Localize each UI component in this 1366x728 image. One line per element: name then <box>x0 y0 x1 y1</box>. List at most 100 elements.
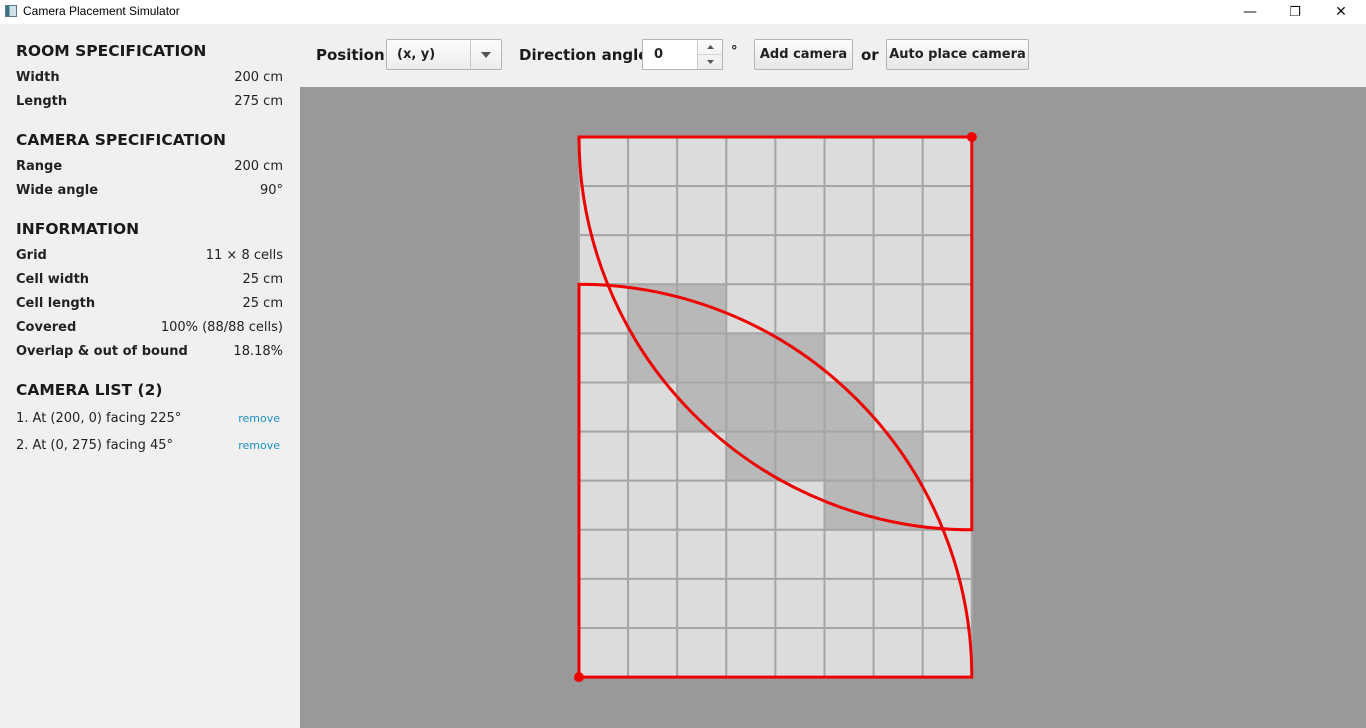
direction-angle-label: Direction angle <box>519 46 649 64</box>
add-camera-button[interactable]: Add camera <box>754 39 853 70</box>
camera-wide-angle-row: Wide angle 90° <box>16 183 283 201</box>
direction-angle-spinner[interactable]: 0 <box>642 39 723 70</box>
grid-cell <box>627 381 679 433</box>
overlap-cell <box>676 332 728 384</box>
grid-cell <box>921 528 973 580</box>
remove-camera-1-link[interactable]: remove <box>238 412 280 425</box>
or-label: or <box>861 46 879 64</box>
camera-list-item: 2. At (0, 275) facing 45° remove <box>16 438 280 453</box>
grid-cell <box>627 185 679 237</box>
grid-cell <box>627 430 679 482</box>
position-select[interactable]: (x, y) <box>386 39 502 70</box>
title-bar: Camera Placement Simulator — ❐ ✕ <box>0 0 1366 24</box>
cell-length-label: Cell length <box>16 296 96 311</box>
room-length-label: Length <box>16 94 68 109</box>
grid-cell <box>578 283 630 335</box>
grid-cell <box>774 283 826 335</box>
grid-cell <box>921 185 973 237</box>
grid-cell <box>774 479 826 531</box>
room-spec-title: ROOM SPECIFICATION <box>16 42 207 60</box>
grid-cell <box>921 136 973 188</box>
camera-range-value: 200 cm <box>234 159 283 174</box>
grid-cell <box>578 577 630 629</box>
overlap-cell <box>823 430 875 482</box>
grid-cell <box>774 577 826 629</box>
information-title: INFORMATION <box>16 220 140 238</box>
cell-length-row: Cell length 25 cm <box>16 296 283 314</box>
grid-cell <box>627 627 679 679</box>
direction-angle-value: 0 <box>654 47 664 62</box>
covered-row: Covered 100% (88/88 cells) <box>16 320 283 338</box>
camera-list-title: CAMERA LIST (2) <box>16 381 163 399</box>
grid-cell <box>872 627 924 679</box>
grid-cell <box>774 136 826 188</box>
room-width-label: Width <box>16 70 60 85</box>
grid-cell <box>725 234 777 286</box>
camera-2-marker <box>574 672 584 683</box>
overlap-value: 18.18% <box>233 344 283 359</box>
camera-spec-title: CAMERA SPECIFICATION <box>16 131 226 149</box>
grid-cell <box>921 381 973 433</box>
grid-cell <box>725 577 777 629</box>
grid-cell <box>872 528 924 580</box>
cell-length-value: 25 cm <box>242 296 284 311</box>
grid-cell <box>627 528 679 580</box>
grid-cell <box>872 185 924 237</box>
toolbar: Position (x, y) Direction angle 0 ° Add … <box>300 24 1366 87</box>
camera-2-coverage <box>577 282 974 679</box>
grid-cell <box>823 577 875 629</box>
room-width-value: 200 cm <box>234 70 283 85</box>
grid-cell <box>676 528 728 580</box>
covered-label: Covered <box>16 320 77 335</box>
grid-cell <box>725 528 777 580</box>
grid-cell <box>774 185 826 237</box>
camera-list-item: 1. At (200, 0) facing 225° remove <box>16 411 280 426</box>
simulation-canvas[interactable] <box>300 87 1366 728</box>
grid-row: Grid 11 × 8 cells <box>16 248 283 266</box>
grid-cell <box>872 577 924 629</box>
cell-width-row: Cell width 25 cm <box>16 272 283 290</box>
camera-item-text: 2. At (0, 275) facing 45° <box>16 438 174 453</box>
grid-cell <box>823 627 875 679</box>
grid-cell <box>823 283 875 335</box>
minimize-icon[interactable]: — <box>1243 4 1257 20</box>
room-length-value: 275 cm <box>234 94 283 109</box>
sidebar: ROOM SPECIFICATION Width 200 cm Length 2… <box>0 24 300 728</box>
grid-cell <box>823 528 875 580</box>
grid-cell <box>725 479 777 531</box>
spinner-up-icon[interactable] <box>698 40 722 55</box>
camera-range-label: Range <box>16 159 63 174</box>
grid-cell <box>725 136 777 188</box>
camera-wide-angle-value: 90° <box>259 183 283 198</box>
grid-cell <box>676 627 728 679</box>
grid-cell <box>774 528 826 580</box>
room-grid[interactable] <box>300 87 1366 728</box>
app-icon <box>5 5 17 17</box>
cell-width-label: Cell width <box>16 272 90 287</box>
grid-cell <box>627 136 679 188</box>
grid-label: Grid <box>16 248 47 263</box>
degree-symbol: ° <box>731 44 738 59</box>
grid-cell <box>872 136 924 188</box>
restore-icon[interactable]: ❐ <box>1289 4 1301 20</box>
grid-cell <box>774 627 826 679</box>
position-select-value: (x, y) <box>397 47 436 62</box>
auto-place-camera-button[interactable]: Auto place camera <box>886 39 1029 70</box>
grid-cell <box>676 430 728 482</box>
grid-cell <box>823 234 875 286</box>
overlap-row: Overlap & out of bound 18.18% <box>16 344 283 362</box>
grid-cell <box>872 283 924 335</box>
cell-width-value: 25 cm <box>242 272 284 287</box>
grid-cell <box>578 136 630 188</box>
close-icon[interactable]: ✕ <box>1335 4 1347 20</box>
grid-cell <box>921 479 973 531</box>
grid-cell <box>823 185 875 237</box>
remove-camera-2-link[interactable]: remove <box>238 439 280 452</box>
chevron-down-icon[interactable] <box>470 40 501 69</box>
grid-cell <box>725 627 777 679</box>
spinner-down-icon[interactable] <box>698 55 722 69</box>
grid-cell <box>627 577 679 629</box>
overlap-cell <box>774 430 826 482</box>
grid-cell <box>627 234 679 286</box>
grid-cell <box>578 479 630 531</box>
